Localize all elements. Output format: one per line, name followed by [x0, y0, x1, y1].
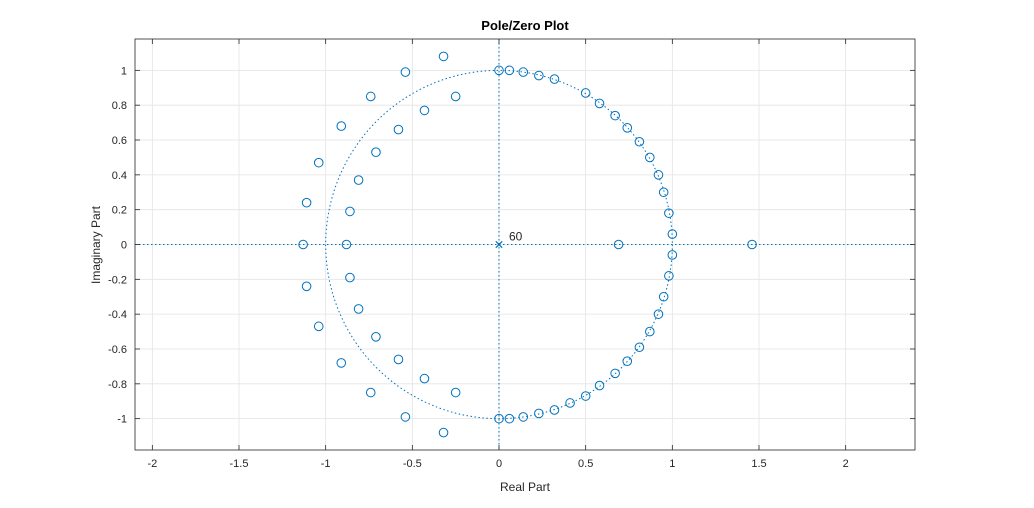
zero-marker — [371, 147, 381, 157]
zero-marker — [622, 356, 633, 366]
zero-marker — [664, 208, 674, 218]
zero-marker — [594, 380, 605, 391]
zero-marker — [353, 304, 364, 314]
zero-marker — [301, 281, 312, 292]
y-tick-label: -0.8 — [108, 379, 127, 391]
y-tick-label: -0.4 — [108, 309, 127, 321]
zero-marker — [549, 405, 560, 415]
zero-marker — [645, 326, 655, 337]
zero-marker — [400, 67, 411, 77]
y-axis-label: Imaginary Part — [89, 205, 103, 284]
zero-marker — [450, 91, 461, 102]
zero-marker — [658, 187, 669, 198]
zero-marker — [393, 354, 404, 365]
zero-marker — [565, 398, 575, 408]
unit-circle — [325, 69, 673, 420]
zero-marker — [653, 309, 664, 319]
pole-marker — [495, 240, 503, 249]
zero-marker — [610, 368, 620, 379]
x-tick-label: 1 — [669, 458, 675, 470]
x-tick-label: -1 — [321, 458, 331, 470]
x-tick-label: -2 — [147, 458, 157, 470]
y-tick-label: 0 — [121, 240, 127, 252]
zero-marker — [534, 70, 544, 81]
zero-marker — [438, 427, 449, 438]
y-tick-label: 0.8 — [112, 100, 127, 112]
zero-marker — [645, 152, 655, 163]
y-tick-label: 1 — [121, 65, 127, 77]
zero-marker — [365, 91, 376, 102]
grid — [135, 39, 915, 450]
zero-marker — [747, 239, 757, 250]
x-tick-label: 0.5 — [578, 458, 593, 470]
x-tick-label: -1.5 — [230, 458, 249, 470]
zero-marker — [313, 157, 324, 168]
x-tick-label: 0 — [496, 458, 502, 470]
zero-marker — [580, 88, 591, 98]
zero-marker — [336, 121, 347, 131]
zero-marker — [667, 229, 678, 239]
zero-marker — [622, 123, 633, 133]
y-tick-label: -0.2 — [108, 274, 127, 286]
zero-marker — [494, 65, 504, 76]
zero-marker — [301, 197, 312, 208]
y-tick-label: 0.4 — [112, 170, 127, 182]
ticks: -2 -1.5 -1 -0.5 0 0.5 1 1.5 2 -1 -0.8 -0.6 -0.4 -0.2 0… — [108, 39, 915, 470]
x-tick-label: 1.5 — [751, 458, 766, 470]
zero-marker — [634, 136, 645, 147]
zero-marker — [518, 412, 529, 422]
zero-marker — [419, 373, 430, 384]
zero-marker — [393, 124, 404, 135]
zero-marker — [494, 413, 504, 424]
zero-marker — [664, 271, 674, 281]
y-tick-label: -1 — [117, 414, 127, 426]
data-marks — [298, 51, 757, 438]
zero-marker — [549, 74, 560, 84]
pole-multiplicity-label: 60 — [509, 230, 523, 244]
zero-marker — [353, 175, 364, 185]
zero-marker — [438, 51, 449, 62]
zero-marker — [504, 65, 515, 76]
zero-marker — [594, 98, 605, 109]
zero-marker — [345, 206, 355, 217]
zero-marker — [653, 170, 664, 180]
x-tick-label: 2 — [843, 458, 849, 470]
zero-marker — [667, 250, 678, 260]
zero-marker — [504, 413, 515, 424]
zero-marker — [634, 342, 645, 353]
zero-marker — [658, 291, 669, 302]
zero-marker — [313, 321, 324, 332]
zero-marker — [341, 239, 352, 250]
zero-marker — [371, 332, 381, 342]
zero-marker — [419, 105, 430, 116]
zero-marker — [610, 110, 620, 121]
y-tick-label: 0.6 — [112, 135, 127, 147]
zero-marker — [534, 408, 544, 419]
zero-marker — [365, 387, 376, 398]
zero-marker — [613, 239, 624, 250]
x-tick-label: -0.5 — [403, 458, 422, 470]
chart-title: Pole/Zero Plot — [481, 18, 569, 33]
zero-marker — [400, 412, 411, 422]
zero-marker — [345, 272, 355, 283]
y-tick-label: 0.2 — [112, 205, 127, 217]
y-tick-label: -0.6 — [108, 344, 127, 356]
zero-marker — [518, 67, 529, 77]
zero-marker — [336, 358, 347, 368]
zero-marker — [298, 239, 308, 250]
zero-marker — [450, 387, 461, 398]
x-axis-label: Real Part — [500, 480, 551, 494]
zero-marker — [580, 391, 591, 401]
